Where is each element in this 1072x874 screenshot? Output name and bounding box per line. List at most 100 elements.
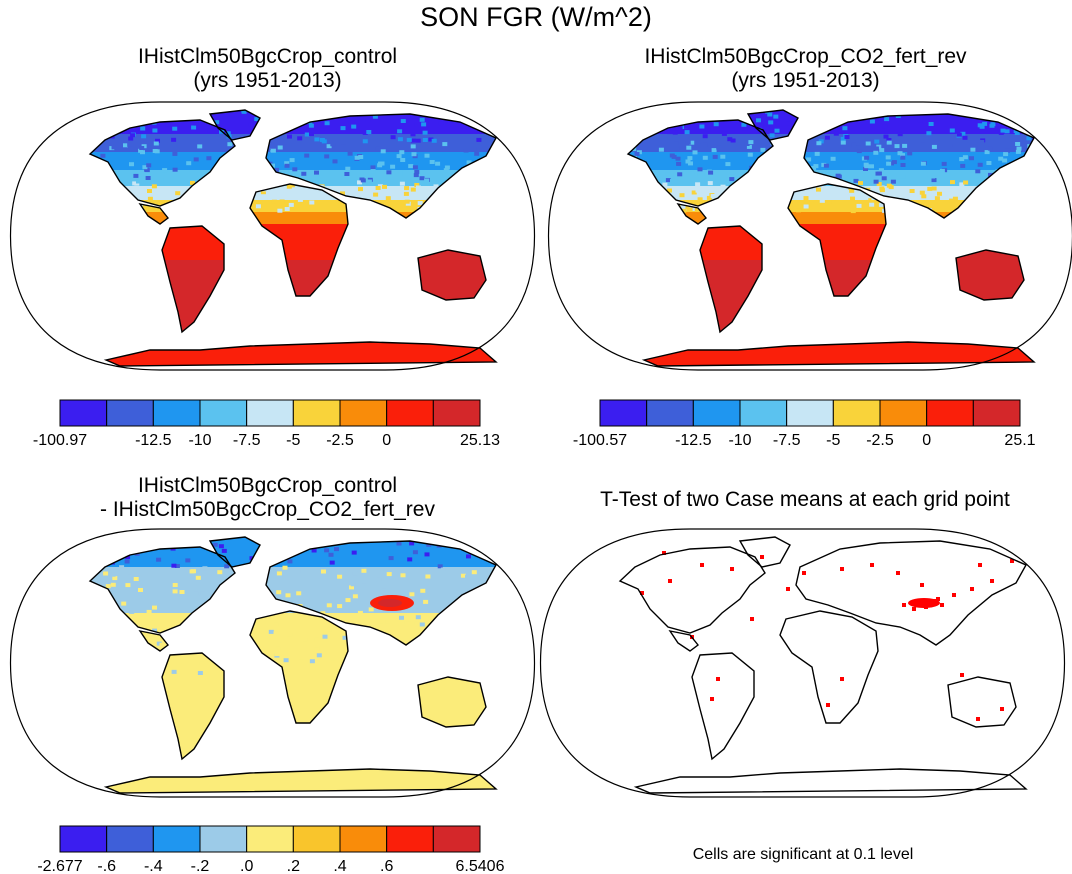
colorbar-control: -100.97 -12.5 -10 -7.5 -5 -2.5 0 25.13 xyxy=(33,399,500,449)
colorbar-swatch xyxy=(832,399,881,427)
colorbar-swatch xyxy=(292,825,341,853)
continent-outline xyxy=(138,629,169,652)
continent-outline xyxy=(668,629,699,652)
colorbar-swatch xyxy=(926,399,974,427)
panel-ttest-title-line1: T-Test of two Case means at each grid po… xyxy=(600,488,1010,511)
continent-outline xyxy=(795,540,1027,646)
colorbar-swatch xyxy=(152,825,201,853)
colorbar-tick-label: .6 xyxy=(380,858,393,874)
colorbar-tick-label: -.4 xyxy=(144,858,163,874)
colorbar-swatch xyxy=(199,399,248,427)
coastlines xyxy=(88,536,498,794)
continent-outline xyxy=(417,676,487,728)
colorbar-tick-label: -.6 xyxy=(97,858,116,874)
colorbar-swatch xyxy=(972,399,1021,427)
land-field xyxy=(90,537,496,793)
panel-diff-title: IHistClm50BgcCrop_control - IHistClm50Bg… xyxy=(20,474,515,522)
colorbar-tick-label: -7.5 xyxy=(233,432,261,449)
colorbar-tick-label: 25.1 xyxy=(1004,432,1035,449)
colorbar-swatch xyxy=(246,825,294,853)
continent-outline xyxy=(618,546,766,634)
colorbar-tick-label: 6.5406 xyxy=(456,858,505,874)
colorbar-swatch xyxy=(106,399,154,427)
continent-outline xyxy=(103,341,498,367)
colorbar-co2fert: -100.57 -12.5 -10 -7.5 -5 -2.5 0 25.1 xyxy=(573,399,1036,449)
colorbar-tick-label: -10 xyxy=(188,432,211,449)
colorbar-swatch xyxy=(386,825,434,853)
land-field xyxy=(628,110,1034,366)
colorbar-swatch xyxy=(339,825,388,853)
colorbar-swatch xyxy=(59,825,108,853)
continent-outline xyxy=(691,652,755,761)
colorbar-tick-label: 0 xyxy=(382,432,391,449)
colorbar-tick-label: -5 xyxy=(286,432,300,449)
continent-outline xyxy=(249,183,349,297)
colorbar-tick-label: -12.5 xyxy=(675,432,712,449)
map-frame xyxy=(547,101,1072,371)
colorbar-tick-label: -12.5 xyxy=(135,432,172,449)
panel-ttest-title: T-Test of two Case means at each grid po… xyxy=(540,488,1070,512)
map-co2fert xyxy=(547,101,1072,371)
figure-title: SON FGR (W/m^2) xyxy=(420,2,652,32)
colorbar-swatch xyxy=(59,399,108,427)
continent-outline xyxy=(803,113,1035,219)
panel-co2fert-title-line2: (yrs 1951-2013) xyxy=(731,69,880,92)
panel-control-title-line1: IHistClm50BgcCrop_control xyxy=(137,45,398,68)
panel-control-title-line2: (yrs 1951-2013) xyxy=(193,69,342,92)
colorbar-tick-label: .2 xyxy=(287,858,300,874)
coastlines xyxy=(626,109,1036,367)
significant-cells xyxy=(640,551,1014,721)
continent-outline xyxy=(787,183,887,297)
continent-outline xyxy=(417,249,487,301)
panel-co2fert-title: IHistClm50BgcCrop_CO2_fert_rev (yrs 1951… xyxy=(593,45,1018,93)
colorbar-tick-label: -5 xyxy=(826,432,840,449)
colorbar-swatch xyxy=(646,399,694,427)
continent-outline xyxy=(138,202,169,225)
colorbar-tick-label: -2.677 xyxy=(37,858,82,874)
panel-co2fert-title-line1: IHistClm50BgcCrop_CO2_fert_rev xyxy=(644,45,967,68)
colorbar-tick-label: -2.5 xyxy=(866,432,894,449)
coastlines xyxy=(88,109,498,367)
colorbar-swatch xyxy=(432,399,481,427)
continent-outline xyxy=(947,676,1017,728)
map-frame xyxy=(9,528,536,798)
continent-outline xyxy=(626,119,774,207)
colorbar-tick-label: .0 xyxy=(240,858,253,874)
continent-outline xyxy=(955,249,1025,301)
continent-outline xyxy=(641,341,1036,367)
continent-outline xyxy=(161,225,225,334)
colorbar-tick-label: 0 xyxy=(922,432,931,449)
colorbar-swatch xyxy=(786,399,834,427)
colorbar-swatch xyxy=(106,825,154,853)
colorbar-tick-label: -2.5 xyxy=(326,432,354,449)
continent-outline xyxy=(699,225,763,334)
continent-outline xyxy=(208,109,261,141)
colorbar-tick-label: -7.5 xyxy=(773,432,801,449)
continent-outline xyxy=(161,652,225,761)
colorbar-swatch xyxy=(199,825,248,853)
colorbar-difference: -2.677 -.6 -.4 -.2 .0 .2 .4 .6 6.5406 xyxy=(37,825,505,874)
continent-outline xyxy=(88,119,236,207)
colorbar-tick-label: -10 xyxy=(728,432,751,449)
colorbar-tick-label: 25.13 xyxy=(460,432,500,449)
map-frame xyxy=(9,101,536,371)
continent-outline xyxy=(88,546,236,634)
continent-outline xyxy=(738,536,791,568)
panel-diff-title-line2: - IHistClm50BgcCrop_CO2_fert_rev xyxy=(100,498,435,521)
colorbar-swatch xyxy=(386,399,434,427)
continent-outline xyxy=(633,768,1028,794)
continent-outline xyxy=(265,540,497,646)
colorbar-swatch xyxy=(292,399,341,427)
colorbar-tick-label: -.2 xyxy=(191,858,210,874)
panel-control-title: IHistClm50BgcCrop_control (yrs 1951-2013… xyxy=(55,45,480,93)
continent-outline xyxy=(265,113,497,219)
colorbar-swatch xyxy=(339,399,388,427)
colorbar-swatch xyxy=(739,399,788,427)
colorbar-tick-label: .4 xyxy=(333,858,346,874)
continent-outline xyxy=(249,610,349,724)
colorbar-swatch xyxy=(599,399,648,427)
map-difference xyxy=(9,528,536,798)
map-frame xyxy=(539,528,1066,798)
colorbar-swatch xyxy=(246,399,294,427)
continent-outline xyxy=(779,610,879,724)
